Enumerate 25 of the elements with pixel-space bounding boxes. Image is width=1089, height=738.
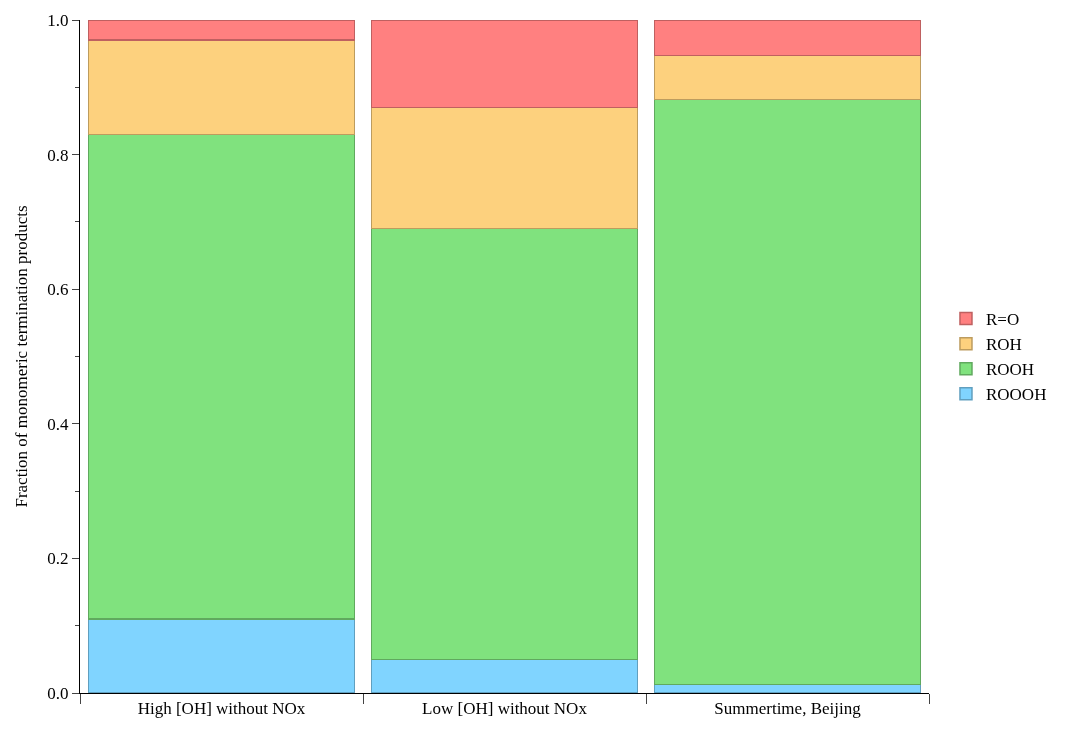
legend-label: ROOH (985, 360, 1035, 380)
x-tick-label: Low [OH] without NOx (422, 699, 588, 719)
bar (370, 227, 639, 661)
bar (653, 20, 922, 57)
y-tick-label: 0.4 (47, 414, 70, 434)
legend-label: ROH (985, 335, 1022, 355)
bar (370, 106, 639, 230)
bar (87, 133, 356, 620)
bar (87, 618, 356, 693)
x-tick-label: High [OH] without NOx (137, 699, 306, 719)
x-tick-label: Summertime, Beijing (714, 699, 862, 719)
y-tick-label: 1.0 (47, 10, 69, 30)
bar (370, 658, 639, 693)
y-axis-title: Fraction of monomeric termination products (11, 205, 31, 508)
bar (653, 98, 922, 685)
legend-label: ROOOH (985, 385, 1047, 405)
y-tick-label: 0.8 (47, 145, 69, 165)
y-tick-label: 0.0 (47, 683, 69, 703)
y-tick-label: 0.2 (47, 549, 69, 569)
legend-label: R=O (985, 310, 1020, 330)
bar (370, 20, 639, 109)
y-tick-label: 0.6 (47, 280, 69, 300)
bar (653, 54, 922, 101)
bar (87, 20, 356, 41)
bar (87, 39, 356, 136)
